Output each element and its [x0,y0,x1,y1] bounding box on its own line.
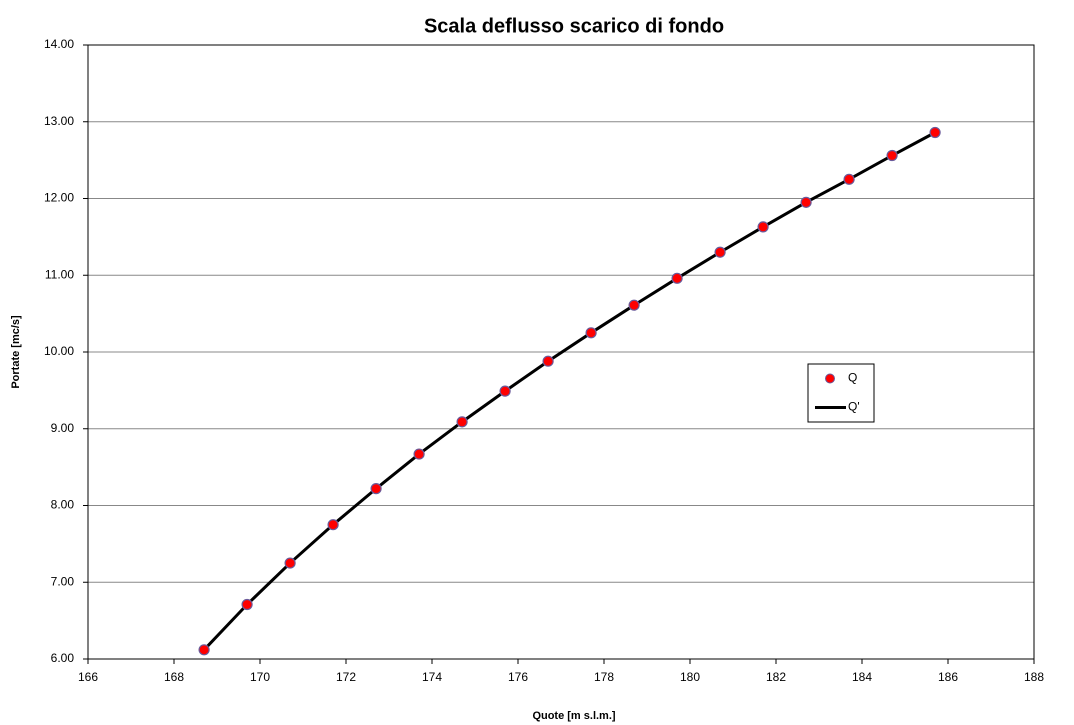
y-tick-label: 7.00 [51,574,75,588]
x-tick-label: 172 [336,670,356,684]
data-point [929,126,941,139]
x-tick-label: 178 [594,670,614,684]
y-tick-label: 11.00 [45,267,74,281]
x-tick-label: 188 [1024,670,1044,684]
data-point [327,519,339,531]
x-tick-label: 184 [852,670,872,684]
y-tick-label: 9.00 [51,421,75,435]
legend-label: Q' [848,400,860,414]
data-point [843,173,855,185]
data-point [757,221,769,233]
x-tick-label: 182 [766,670,786,684]
data-point [413,448,425,460]
data-point [671,272,683,284]
x-tick-label: 186 [938,670,958,684]
data-point [198,644,210,656]
y-tick-label: 8.00 [51,498,75,512]
data-point [714,246,726,258]
data-point [241,598,253,611]
data-point [542,355,554,367]
data-point [370,483,382,495]
data-point [499,385,511,397]
legend-box [807,363,875,423]
data-point [800,196,812,208]
legend-swatch [825,373,835,384]
plot-frame [87,44,1035,660]
x-axis-label: Quote [m s.l.m.] [532,710,615,722]
data-point [456,416,468,428]
y-tick-label: 12.00 [44,191,74,205]
x-tick-label: 176 [508,670,528,684]
x-tick-label: 166 [78,670,98,684]
data-point [886,149,898,162]
x-tick-label: 168 [164,670,184,684]
series-line [203,131,936,651]
x-tick-label: 170 [250,670,270,684]
x-tick-label: 174 [422,670,442,684]
chart-title: Scala deflusso scarico di fondo [424,15,724,37]
data-point [585,327,597,339]
y-tick-label: 13.00 [44,114,74,128]
y-tick-label: 10.00 [44,344,74,358]
x-tick-label: 180 [680,670,700,684]
y-axis-label: Portate [mc/s] [10,315,22,389]
legend-label: Q [848,371,857,385]
y-tick-label: 14.00 [44,37,74,51]
data-point [628,299,640,311]
data-point [284,557,296,569]
y-tick-label: 6.00 [51,651,75,665]
